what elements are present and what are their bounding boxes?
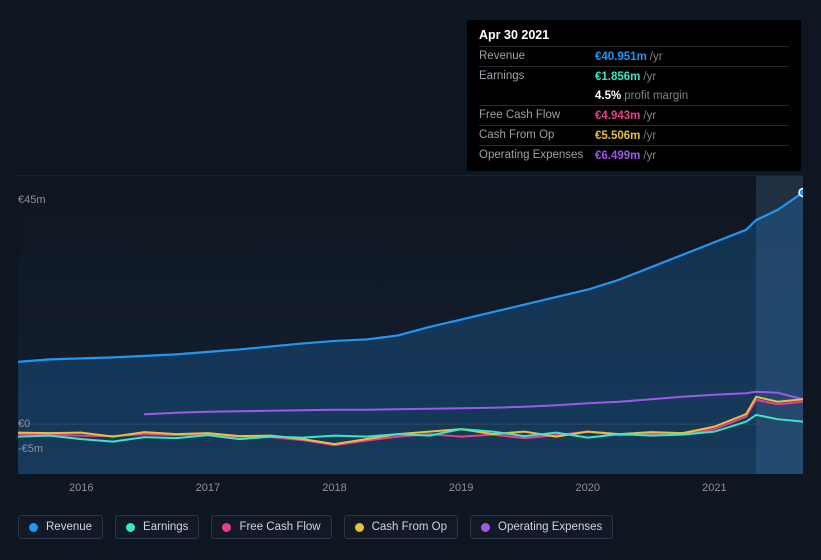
tooltip-row-label: Free Cash Flow bbox=[479, 107, 595, 124]
legend-swatch-icon bbox=[29, 523, 38, 532]
legend-item-label: Cash From Op bbox=[372, 521, 447, 533]
tooltip-row-label bbox=[479, 87, 595, 104]
y-axis-tick-label: €45m bbox=[18, 194, 46, 206]
y-axis-tick-label: €0 bbox=[18, 418, 30, 430]
tooltip-row-suffix: /yr bbox=[650, 51, 663, 63]
data-tooltip: Apr 30 2021 Revenue€40.951m/yrEarnings€1… bbox=[467, 20, 801, 171]
legend-swatch-icon bbox=[481, 523, 490, 532]
tooltip-row: Operating Expenses€6.499m/yr bbox=[479, 145, 789, 165]
tooltip-row: Free Cash Flow€4.943m/yr bbox=[479, 105, 789, 125]
tooltip-row-label: Earnings bbox=[479, 68, 595, 85]
x-axis-tick-label: 2018 bbox=[322, 482, 346, 494]
legend-item-label: Operating Expenses bbox=[498, 521, 602, 533]
tooltip-row-suffix: /yr bbox=[643, 130, 656, 142]
tooltip-row-value: 4.5% bbox=[595, 90, 621, 102]
x-axis-tick-label: 2021 bbox=[702, 482, 726, 494]
x-axis-tick-label: 2020 bbox=[576, 482, 600, 494]
tooltip-row: Revenue€40.951m/yr bbox=[479, 46, 789, 66]
legend-swatch-icon bbox=[222, 523, 231, 532]
legend-item[interactable]: Revenue bbox=[18, 515, 103, 539]
tooltip-row-value: €6.499m bbox=[595, 150, 640, 162]
y-axis-tick-label: -€5m bbox=[18, 443, 43, 455]
legend-item-label: Free Cash Flow bbox=[239, 521, 320, 533]
tooltip-row-suffix: /yr bbox=[643, 71, 656, 83]
tooltip-row-value: €4.943m bbox=[595, 110, 640, 122]
tooltip-row-label: Revenue bbox=[479, 48, 595, 65]
x-axis-tick-label: 2017 bbox=[196, 482, 220, 494]
tooltip-row-value: €1.856m bbox=[595, 71, 640, 83]
legend-swatch-icon bbox=[126, 523, 135, 532]
tooltip-row-suffix: profit margin bbox=[624, 90, 688, 102]
tooltip-row-suffix: /yr bbox=[643, 110, 656, 122]
legend-item-label: Earnings bbox=[143, 521, 188, 533]
tooltip-row-value: €40.951m bbox=[595, 51, 647, 63]
legend-item[interactable]: Free Cash Flow bbox=[211, 515, 331, 539]
tooltip-row: Earnings€1.856m/yr bbox=[479, 66, 789, 86]
legend-item-label: Revenue bbox=[46, 521, 92, 533]
x-axis-tick-label: 2019 bbox=[449, 482, 473, 494]
tooltip-date: Apr 30 2021 bbox=[479, 28, 789, 42]
chart-legend: Revenue Earnings Free Cash Flow Cash From O… bbox=[18, 515, 613, 539]
legend-item[interactable]: Operating Expenses bbox=[470, 515, 613, 539]
tooltip-row-suffix: /yr bbox=[643, 150, 656, 162]
legend-item[interactable]: Cash From Op bbox=[344, 515, 458, 539]
tooltip-row-value: €5.506m bbox=[595, 130, 640, 142]
line-chart[interactable] bbox=[18, 175, 803, 474]
financial-chart-widget: { "tooltip": { "x": 467, "y": 20, "width… bbox=[0, 0, 821, 560]
legend-swatch-icon bbox=[355, 523, 364, 532]
tooltip-row-label: Operating Expenses bbox=[479, 147, 595, 164]
tooltip-row-label: Cash From Op bbox=[479, 127, 595, 144]
legend-item[interactable]: Earnings bbox=[115, 515, 199, 539]
x-axis-tick-label: 2016 bbox=[69, 482, 93, 494]
tooltip-row: Cash From Op€5.506m/yr bbox=[479, 125, 789, 145]
tooltip-row: 4.5%profit margin bbox=[479, 86, 789, 105]
